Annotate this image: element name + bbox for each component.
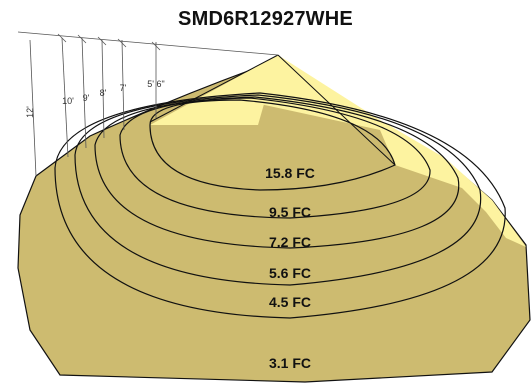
height-label-10: 10' — [62, 96, 74, 106]
fc-label-5: 4.5 FC — [269, 294, 311, 310]
fc-label-1: 15.8 FC — [265, 165, 315, 181]
contour-ring-7-2 — [94, 96, 460, 249]
contour-ring-15-8 — [149, 99, 396, 191]
height-label-8: 8' — [100, 88, 107, 98]
contour-ring-5-6 — [74, 94, 482, 286]
height-label-5-6: 5' 6" — [147, 79, 164, 89]
cone-edge — [149, 54, 279, 123]
light-cone-left-face — [150, 55, 278, 125]
diagram-title: SMD6R12927WHE — [178, 8, 353, 30]
contour-ring-4-5 — [54, 92, 506, 319]
fc-label-2: 9.5 FC — [269, 204, 311, 220]
height-label-9: 9' — [83, 93, 90, 103]
dimension-line — [17, 31, 279, 56]
fc-label-4: 5.6 FC — [269, 265, 311, 281]
fc-label-3: 7.2 FC — [269, 234, 311, 250]
floor-plane — [17, 59, 531, 383]
height-drop-lines — [29, 37, 157, 177]
height-label-7: 7' — [120, 83, 127, 93]
fc-label-6: 3.1 FC — [269, 355, 311, 371]
height-label-12: 12' — [25, 106, 35, 118]
